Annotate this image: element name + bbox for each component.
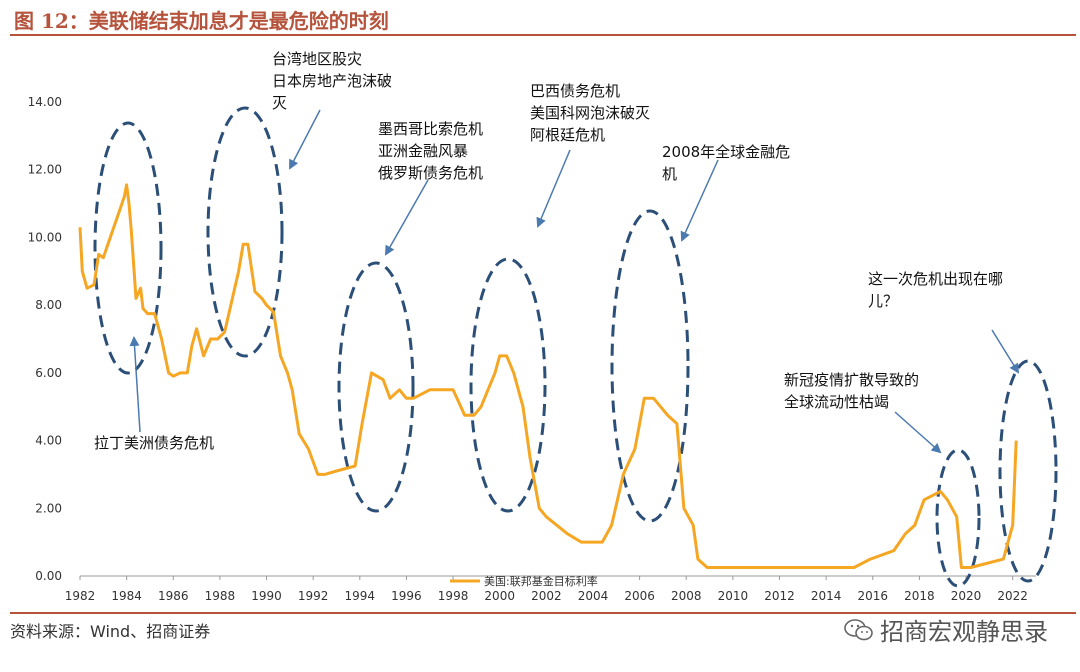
x-tick-label: 2004 (578, 589, 609, 603)
crisis-ellipses (93, 106, 1058, 588)
annotation-arrow (536, 149, 571, 228)
annotation-line: 灭 (272, 94, 287, 112)
annotation-line: 巴西债务危机 (530, 82, 620, 100)
legend-label: 美国:联邦基金目标利率 (484, 574, 598, 588)
annotation-arrow (680, 159, 719, 242)
chart-title: 图 12：美联储结束加息才是最危险的时刻 (14, 9, 389, 33)
y-tick-label: 14.00 (28, 95, 62, 109)
x-tick-label: 2022 (997, 589, 1028, 603)
x-tick-label: 1982 (65, 589, 96, 603)
annotation-line: 这一次危机出现在哪 (868, 270, 1003, 288)
x-tick-label: 1990 (251, 589, 282, 603)
x-tick-label: 1984 (111, 589, 142, 603)
annotation-text: 台湾地区股灾日本房地产泡沫破灭 (272, 50, 392, 112)
x-tick-label: 2020 (951, 589, 982, 603)
x-tick-label: 1988 (205, 589, 236, 603)
annotation-line: 美国科网泡沫破灭 (530, 104, 650, 122)
annotation-line: 阿根廷危机 (530, 126, 605, 144)
x-tick-label: 2010 (718, 589, 749, 603)
annotation-arrow (894, 411, 942, 454)
x-tick-label: 1986 (158, 589, 189, 603)
x-tick-label: 1994 (345, 589, 376, 603)
y-tick-label: 0.00 (35, 569, 62, 583)
annotation-line: 机 (662, 165, 677, 183)
legend: 美国:联邦基金目标利率 (450, 574, 598, 588)
annotation-text: 这一次危机出现在哪儿？ (868, 270, 1003, 310)
y-tick-label: 6.00 (35, 366, 62, 380)
annotation-arrows (129, 109, 1020, 454)
x-tick-label: 2018 (904, 589, 935, 603)
footer-divider (10, 612, 1076, 614)
annotation-text: 新冠疫情扩散导致的全球流动性枯竭 (784, 371, 919, 411)
x-tick-label: 2000 (484, 589, 515, 603)
crisis-ellipse (610, 209, 690, 523)
annotation-text: 2008年全球金融危机 (662, 143, 790, 183)
source-note: 资料来源：Wind、招商证券 (10, 622, 211, 641)
crisis-ellipse (935, 448, 981, 588)
watermark: 招商宏观静思录 (844, 612, 1048, 647)
y-tick-label: 10.00 (28, 230, 62, 244)
fed-funds-rate-chart: 0.00 2.00 4.00 6.00 8.00 10.00 12.00 14.00 1982 1… (28, 50, 1058, 603)
annotation-line: 台湾地区股灾 (272, 50, 362, 68)
annotation-line: 墨西哥比索危机 (378, 120, 483, 138)
x-tick-label: 2008 (671, 589, 702, 603)
annotation-line: 拉丁美洲债务危机 (94, 434, 214, 452)
crisis-ellipse (206, 106, 284, 358)
annotation-line: 儿？ (868, 292, 898, 310)
crisis-ellipse (337, 261, 415, 513)
x-tick-label: 2012 (764, 589, 795, 603)
y-tick-label: 12.00 (28, 163, 62, 177)
annotation-line: 亚洲金融风暴 (378, 142, 468, 160)
title-divider (10, 34, 1076, 36)
x-tick-label: 1996 (391, 589, 422, 603)
annotation-line: 新冠疫情扩散导致的 (784, 371, 919, 389)
annotation-line: 全球流动性枯竭 (784, 393, 889, 411)
x-tick-label: 2016 (858, 589, 889, 603)
x-tick-label: 2014 (811, 589, 842, 603)
axes: 0.00 2.00 4.00 6.00 8.00 10.00 12.00 14.00 1982 1… (28, 95, 1036, 603)
crisis-ellipse (93, 121, 163, 375)
annotation-line: 俄罗斯债务危机 (378, 164, 483, 182)
annotation-text: 巴西债务危机美国科网泡沫破灭阿根廷危机 (530, 82, 650, 144)
annotation-line: 日本房地产泡沫破 (272, 72, 392, 90)
watermark-text: 招商宏观静思录 (880, 618, 1048, 646)
annotation-text: 墨西哥比索危机亚洲金融风暴俄罗斯债务危机 (378, 120, 483, 182)
annotation-line: 2008年全球金融危 (662, 143, 790, 161)
header: 图 12：美联储结束加息才是最危险的时刻 (0, 0, 1080, 40)
series-line-fed-funds-rate (78, 183, 1018, 569)
y-tick-label: 8.00 (35, 298, 62, 312)
crisis-ellipse (469, 257, 547, 513)
wechat-icon (844, 618, 873, 640)
annotation-arrow (385, 179, 429, 256)
x-tick-label: 1992 (298, 589, 329, 603)
x-tick-label: 2002 (531, 589, 562, 603)
annotation-text: 拉丁美洲债务危机 (94, 434, 214, 452)
x-tick-label: 2006 (624, 589, 655, 603)
y-tick-label: 2.00 (35, 501, 62, 515)
y-tick-label: 4.00 (35, 434, 62, 448)
annotation-arrow (129, 336, 141, 433)
annotation-arrow (991, 329, 1020, 374)
annotations: 拉丁美洲债务危机 台湾地区股灾日本房地产泡沫破灭墨西哥比索危机亚洲金融风暴俄罗斯债… (94, 50, 1003, 452)
x-tick-label: 1998 (438, 589, 469, 603)
series-lines (78, 183, 1018, 569)
crisis-ellipse (998, 359, 1058, 583)
annotation-arrow (289, 109, 321, 170)
